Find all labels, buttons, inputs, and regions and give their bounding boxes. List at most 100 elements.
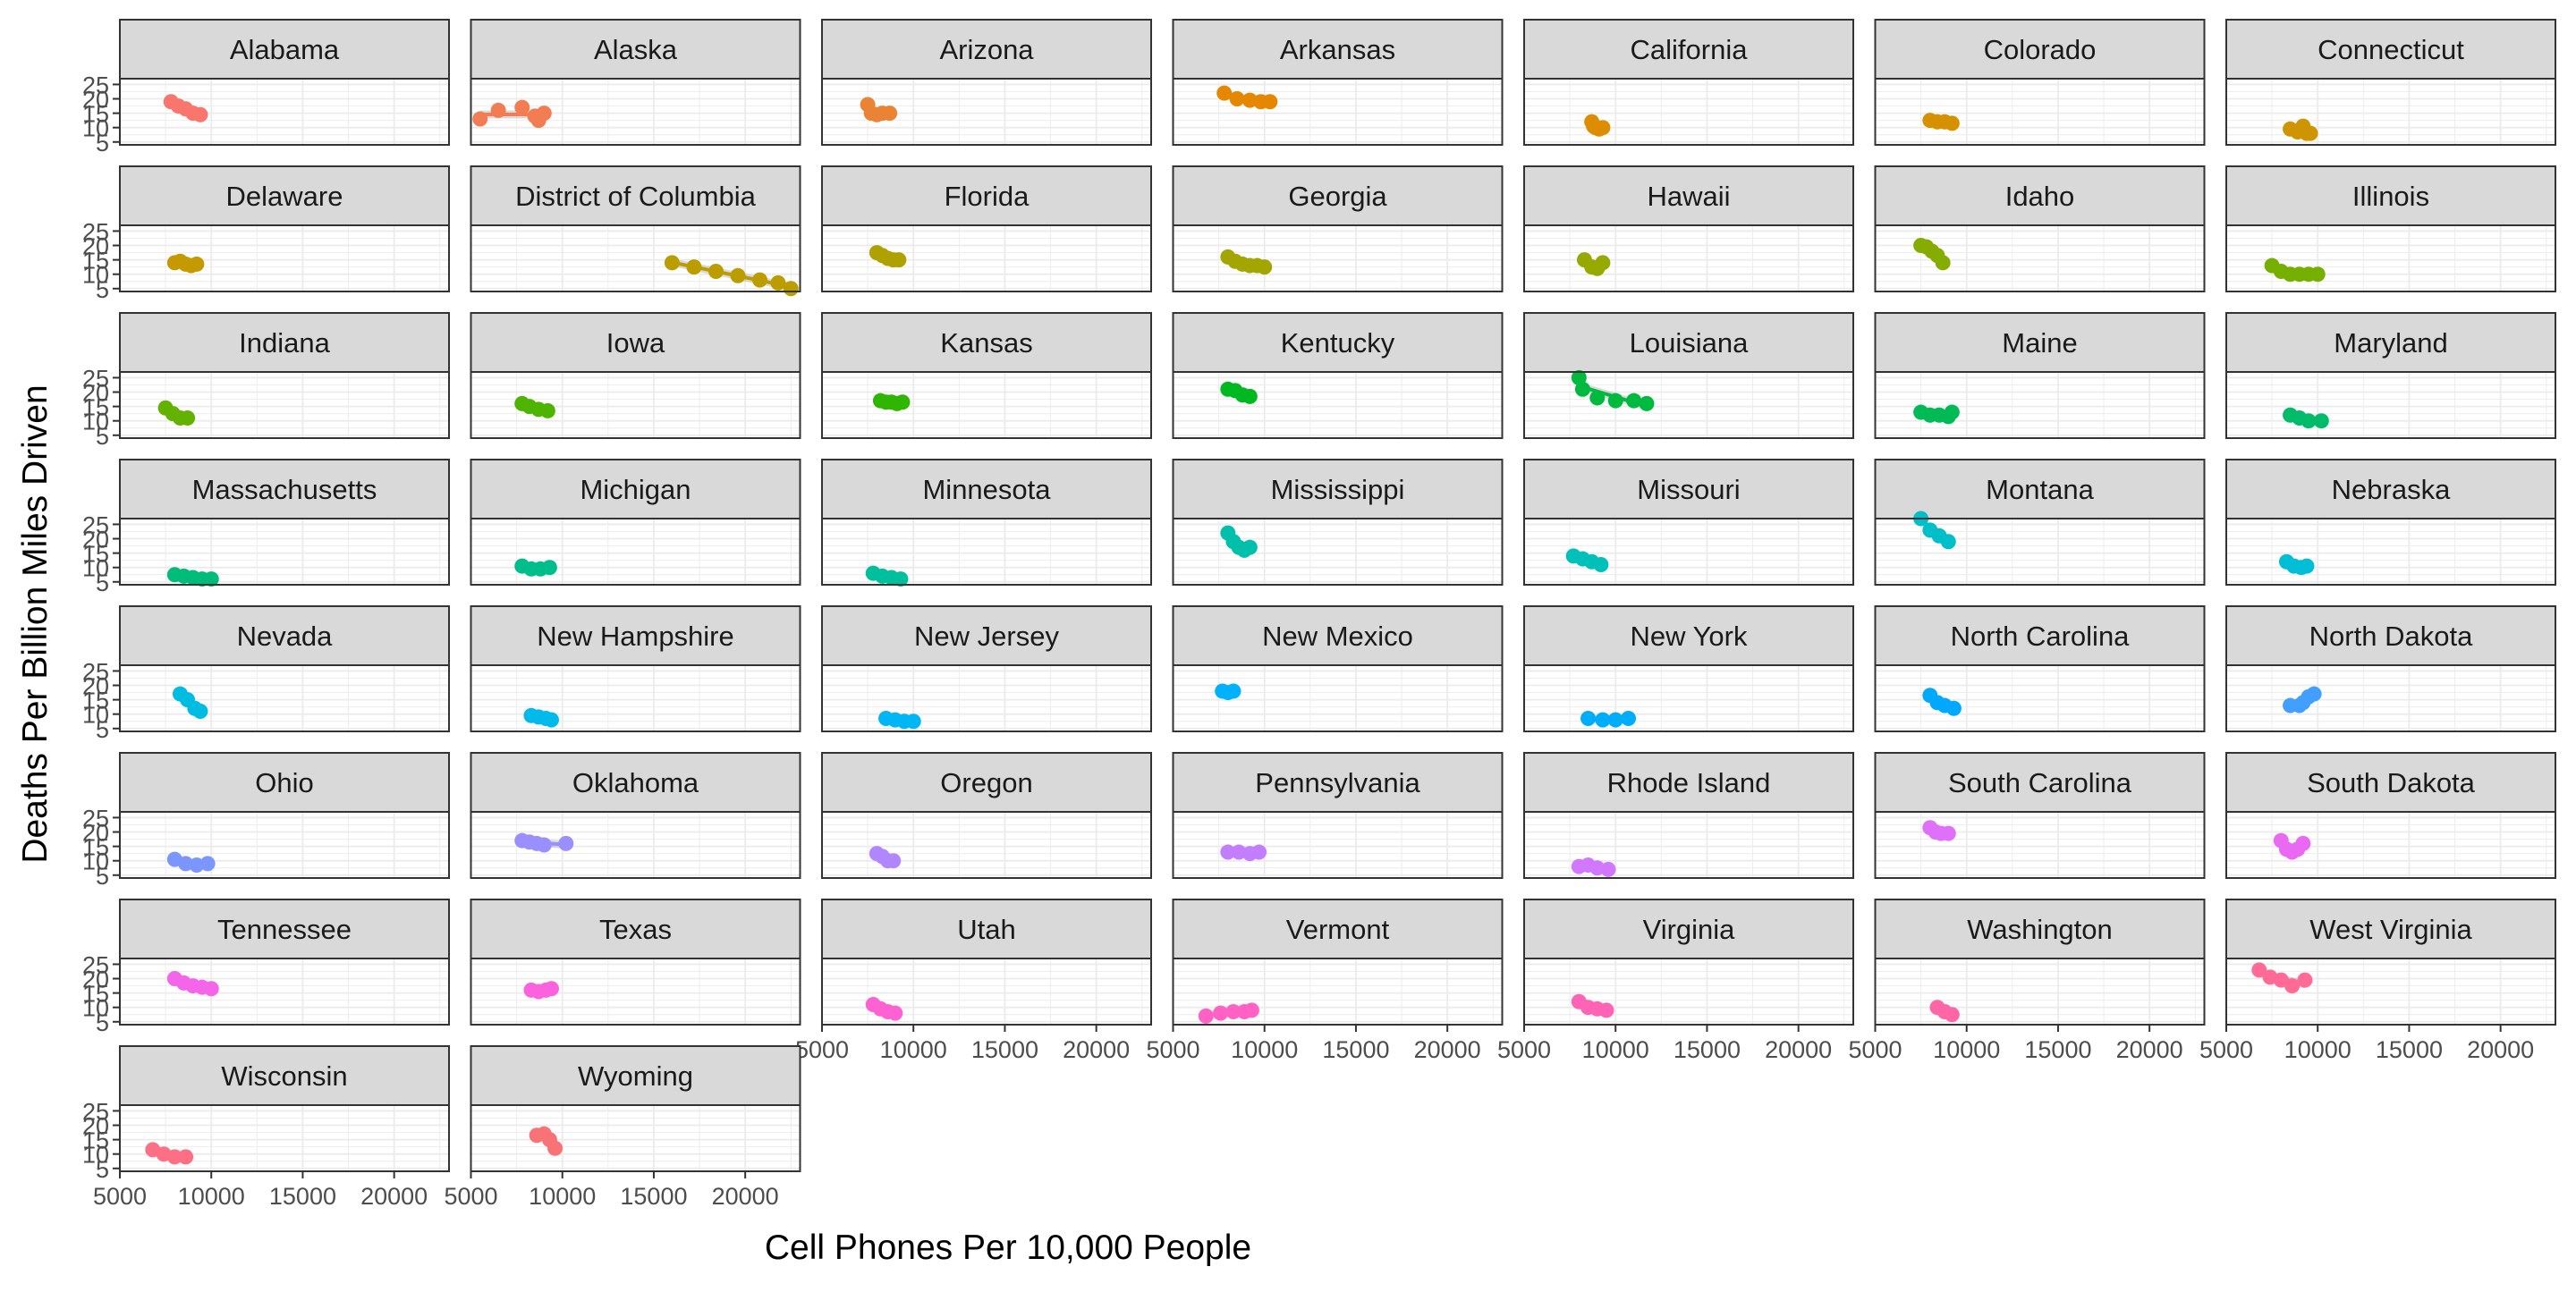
- x-tick-label: 5000: [1146, 1036, 1199, 1063]
- data-point: [1621, 711, 1636, 726]
- facet-strip-label: California: [1631, 34, 1749, 65]
- data-point: [1639, 396, 1654, 411]
- facet-strip-label: Washington: [1967, 914, 2113, 945]
- facet-panel: Rhode Island: [1524, 753, 1853, 878]
- data-point: [887, 1006, 902, 1021]
- facet-strip-label: New Mexico: [1262, 621, 1413, 652]
- facet-strip-label: Ohio: [255, 767, 313, 798]
- data-point: [544, 981, 559, 996]
- x-tick-label: 5000: [93, 1183, 147, 1210]
- facet-strip-label: Delaware: [226, 181, 343, 212]
- x-tick-label: 20000: [360, 1183, 428, 1210]
- data-point: [178, 1149, 193, 1164]
- data-point: [544, 713, 559, 728]
- x-tick-label: 5000: [444, 1183, 497, 1210]
- data-point: [2299, 559, 2314, 574]
- facet-strip-label: Massachusetts: [192, 474, 377, 505]
- data-point: [1213, 1006, 1228, 1021]
- data-point: [784, 281, 799, 296]
- data-point: [514, 100, 530, 115]
- data-point: [906, 714, 921, 729]
- x-tick-label: 15000: [1322, 1036, 1389, 1063]
- facet-panel: Oregon: [822, 753, 1151, 878]
- data-point: [886, 853, 901, 868]
- x-tick-label: 10000: [880, 1036, 947, 1063]
- facet-strip-label: Montana: [1986, 474, 2094, 505]
- y-axis-title: Deaths Per Billion Miles Driven: [16, 384, 55, 863]
- x-tick-label: 15000: [971, 1036, 1038, 1063]
- x-tick-label: 20000: [2116, 1036, 2183, 1063]
- data-point: [894, 394, 910, 410]
- data-point: [1593, 557, 1608, 572]
- facet-strip-label: Michigan: [580, 474, 691, 505]
- facet-panel: California: [1524, 20, 1853, 145]
- x-tick-label: 5000: [1497, 1036, 1551, 1063]
- facet-panel: South Dakota: [2226, 753, 2555, 878]
- data-point: [558, 836, 573, 851]
- x-tick-label: 5000: [1848, 1036, 1902, 1063]
- x-axis-title: Cell Phones Per 10,000 People: [765, 1229, 1251, 1267]
- data-point: [204, 981, 219, 996]
- x-tick-label: 15000: [269, 1183, 336, 1210]
- data-point: [192, 107, 208, 122]
- facet-strip-label: Texas: [599, 914, 672, 945]
- facet-panel: Oklahoma: [471, 753, 801, 878]
- data-point: [1262, 94, 1277, 109]
- facet-strip-label: North Dakota: [2309, 621, 2473, 652]
- facet-panel: Alaska: [471, 20, 801, 145]
- data-point: [1257, 259, 1272, 274]
- data-point: [686, 259, 701, 274]
- facet-panel: Connecticut: [2226, 20, 2555, 145]
- facet-strip-label: Florida: [945, 181, 1030, 212]
- data-point: [1242, 389, 1258, 404]
- data-point: [537, 838, 552, 853]
- x-tick-label: 5000: [2199, 1036, 2253, 1063]
- data-point: [1608, 393, 1623, 409]
- facet-panel: Mississippi: [1174, 460, 1503, 585]
- data-point: [2314, 413, 2329, 428]
- facet-panel: District of Columbia: [471, 166, 801, 296]
- data-point: [542, 560, 557, 575]
- x-tick-label: 10000: [1933, 1036, 2000, 1063]
- facet-panel: Idaho: [1876, 166, 2205, 291]
- data-point: [1251, 845, 1267, 860]
- data-point: [1575, 382, 1590, 397]
- facet-strip-label: Minnesota: [922, 474, 1051, 505]
- facet-strip-label: Kansas: [940, 327, 1032, 359]
- data-point: [730, 268, 745, 283]
- facet-panel: New Hampshire: [471, 606, 801, 731]
- data-point: [537, 106, 552, 121]
- data-point: [1945, 115, 1960, 131]
- facet-strip-label: Tennessee: [217, 914, 352, 945]
- facet-strip-label: Maryland: [2334, 327, 2448, 359]
- facet-panel: Michigan: [471, 460, 801, 585]
- x-tick-label: 20000: [1063, 1036, 1130, 1063]
- facet-strip-label: Mississippi: [1271, 474, 1405, 505]
- facet-panel: Georgia: [1174, 166, 1503, 291]
- facet-panel: Montana: [1876, 460, 2205, 585]
- facet-strip-label: Idaho: [2005, 181, 2075, 212]
- y-tick-label: 25: [82, 218, 109, 245]
- facet-panel: Kansas: [822, 313, 1151, 438]
- facet-strip-label: District of Columbia: [515, 181, 756, 212]
- data-point: [2295, 836, 2310, 851]
- facet-panel: Missouri: [1524, 460, 1853, 585]
- data-point: [1936, 255, 1951, 270]
- x-tick-label: 15000: [1674, 1036, 1741, 1063]
- x-tick-label: 20000: [1414, 1036, 1481, 1063]
- facet-strip-label: Georgia: [1288, 181, 1387, 212]
- data-point: [540, 403, 555, 418]
- data-point: [1601, 862, 1616, 877]
- data-point: [200, 856, 216, 871]
- data-point: [1945, 1007, 1960, 1022]
- facet-strip-label: Louisiana: [1630, 327, 1749, 359]
